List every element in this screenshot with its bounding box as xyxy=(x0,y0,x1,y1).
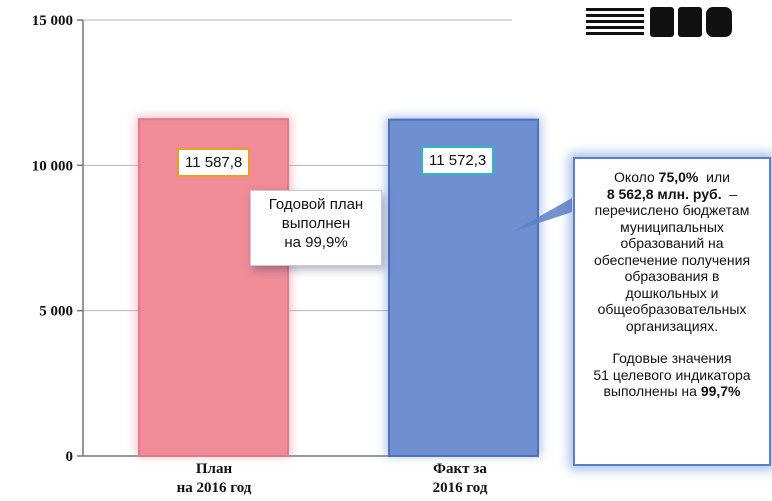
callout-budget-info: Около 75,0% или 8 562,8 млн. руб. – пере… xyxy=(573,157,771,466)
y-tick-label: 0 xyxy=(66,449,74,465)
data-label-plan: 11 587,8 xyxy=(177,148,251,177)
callout-pointer xyxy=(512,198,572,232)
callout-plan-line: Годовой план xyxy=(268,196,364,213)
callout-plan-completion: Годовой план выполнен на 99,9% xyxy=(250,190,382,266)
y-tick-label: 5 000 xyxy=(39,304,73,320)
callout-plan-line: выполнен xyxy=(281,215,351,232)
y-tick-label: 10 000 xyxy=(32,158,73,174)
y-tick-label: 15 000 xyxy=(32,13,73,29)
x-label-fact: Факт за 2016 год xyxy=(432,461,488,496)
callout-plan-line: на 99,9% xyxy=(284,234,348,251)
x-label-plan: План на 2016 год xyxy=(176,461,252,496)
bar-fact xyxy=(388,118,539,458)
data-label-fact: 11 572,3 xyxy=(421,146,495,175)
logo-icon xyxy=(582,4,737,39)
